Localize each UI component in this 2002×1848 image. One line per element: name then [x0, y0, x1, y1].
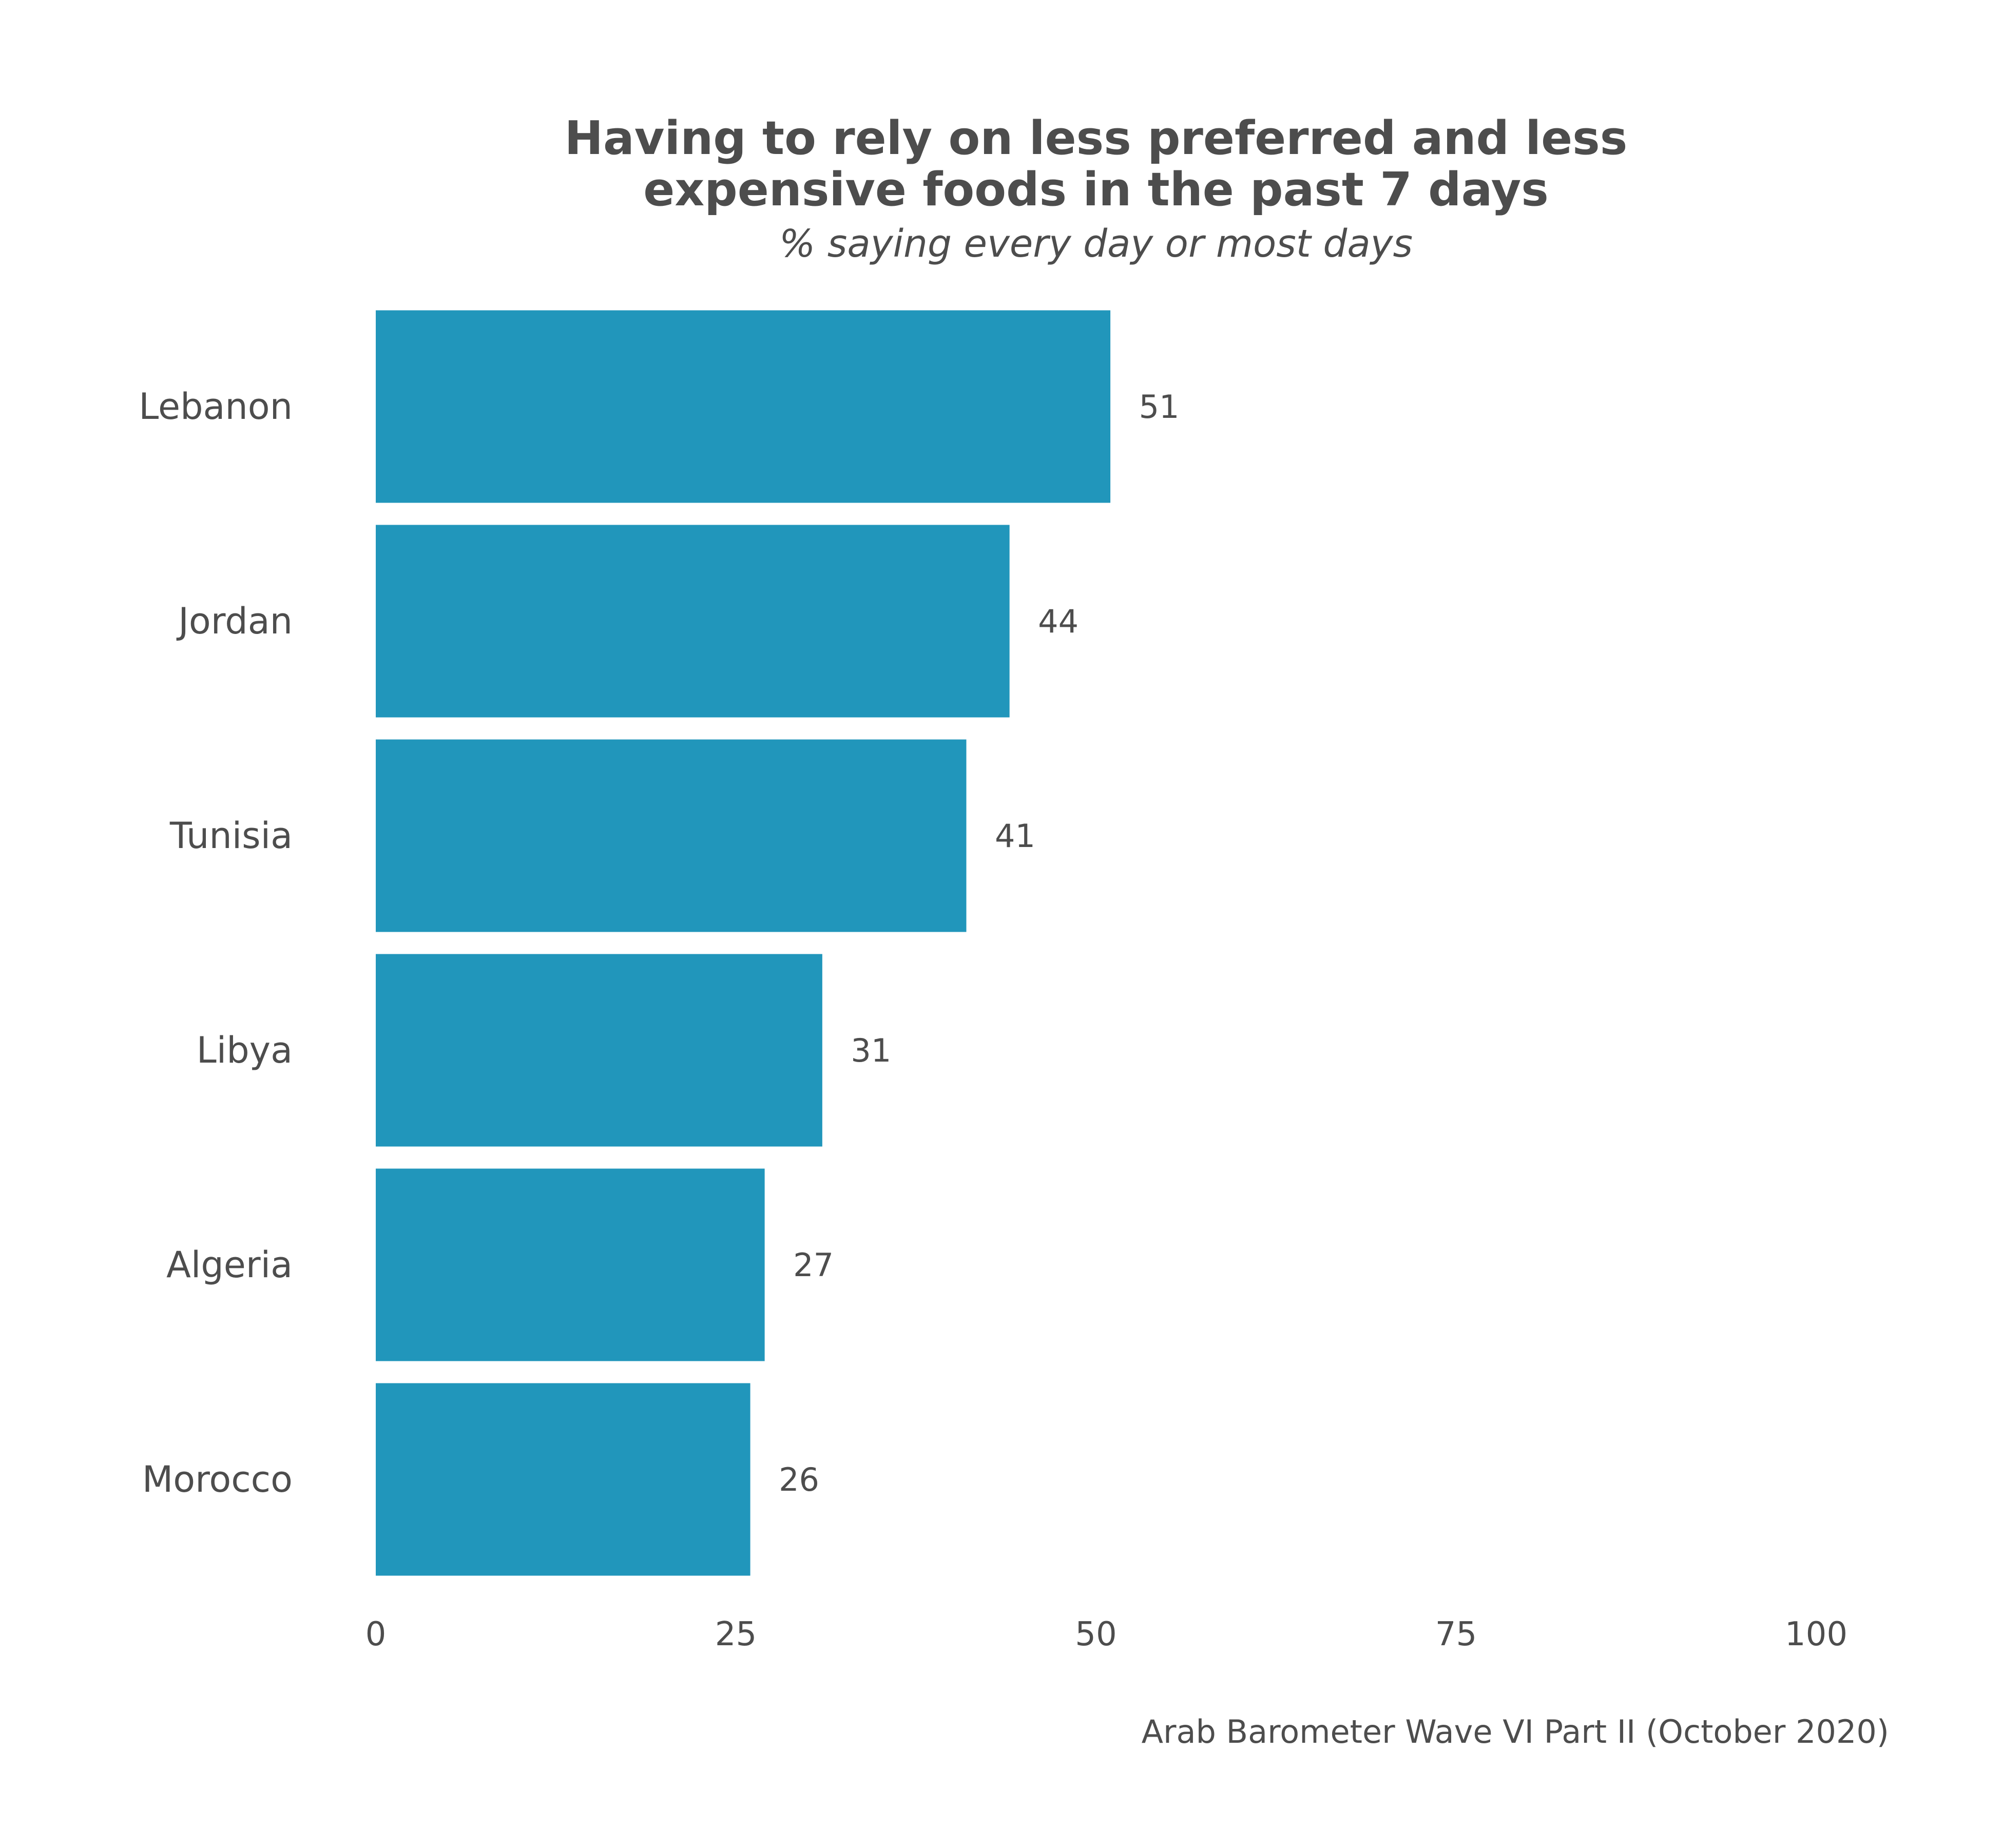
- chart-title-line-1: Having to rely on less preferred and les…: [565, 111, 1628, 165]
- category-labels: Lebanon Jordan Tunisia Libya Algeria Morocco: [139, 386, 293, 1500]
- x-tick-label-75: 75: [1435, 1615, 1477, 1653]
- x-tick-label-100: 100: [1785, 1615, 1847, 1653]
- value-label-lebanon: 51: [1139, 388, 1180, 426]
- category-label-morocco: Morocco: [142, 1458, 293, 1500]
- category-label-tunisia: Tunisia: [169, 815, 293, 857]
- category-label-jordan: Jordan: [176, 600, 293, 642]
- value-label-libya: 31: [851, 1032, 891, 1069]
- category-label-libya: Libya: [197, 1029, 293, 1071]
- value-labels: 51 44 41 31 27 26: [779, 388, 1179, 1498]
- bar-libya: [376, 954, 822, 1147]
- chart-caption: Arab Barometer Wave VI Part II (October …: [1142, 1713, 1889, 1750]
- bar-jordan: [376, 525, 1010, 718]
- bar-tunisia: [376, 739, 967, 932]
- category-label-lebanon: Lebanon: [139, 386, 293, 428]
- x-tick-label-25: 25: [715, 1615, 757, 1653]
- chart-subtitle: % saying every day or most days: [779, 222, 1413, 266]
- x-tick-label-0: 0: [365, 1615, 387, 1653]
- bar-algeria: [376, 1168, 765, 1361]
- value-label-tunisia: 41: [995, 817, 1035, 855]
- x-tick-label-50: 50: [1075, 1615, 1116, 1653]
- category-label-algeria: Algeria: [166, 1244, 293, 1286]
- value-label-morocco: 26: [779, 1461, 819, 1498]
- bar-morocco: [376, 1383, 750, 1576]
- value-label-jordan: 44: [1038, 603, 1079, 640]
- chart-title-line-2: expensive foods in the past 7 days: [643, 163, 1549, 217]
- value-label-algeria: 27: [793, 1246, 834, 1284]
- bar-lebanon: [376, 310, 1111, 503]
- x-axis-ticks: 0 25 50 75 100: [365, 1615, 1847, 1653]
- bars-group: [376, 310, 1111, 1576]
